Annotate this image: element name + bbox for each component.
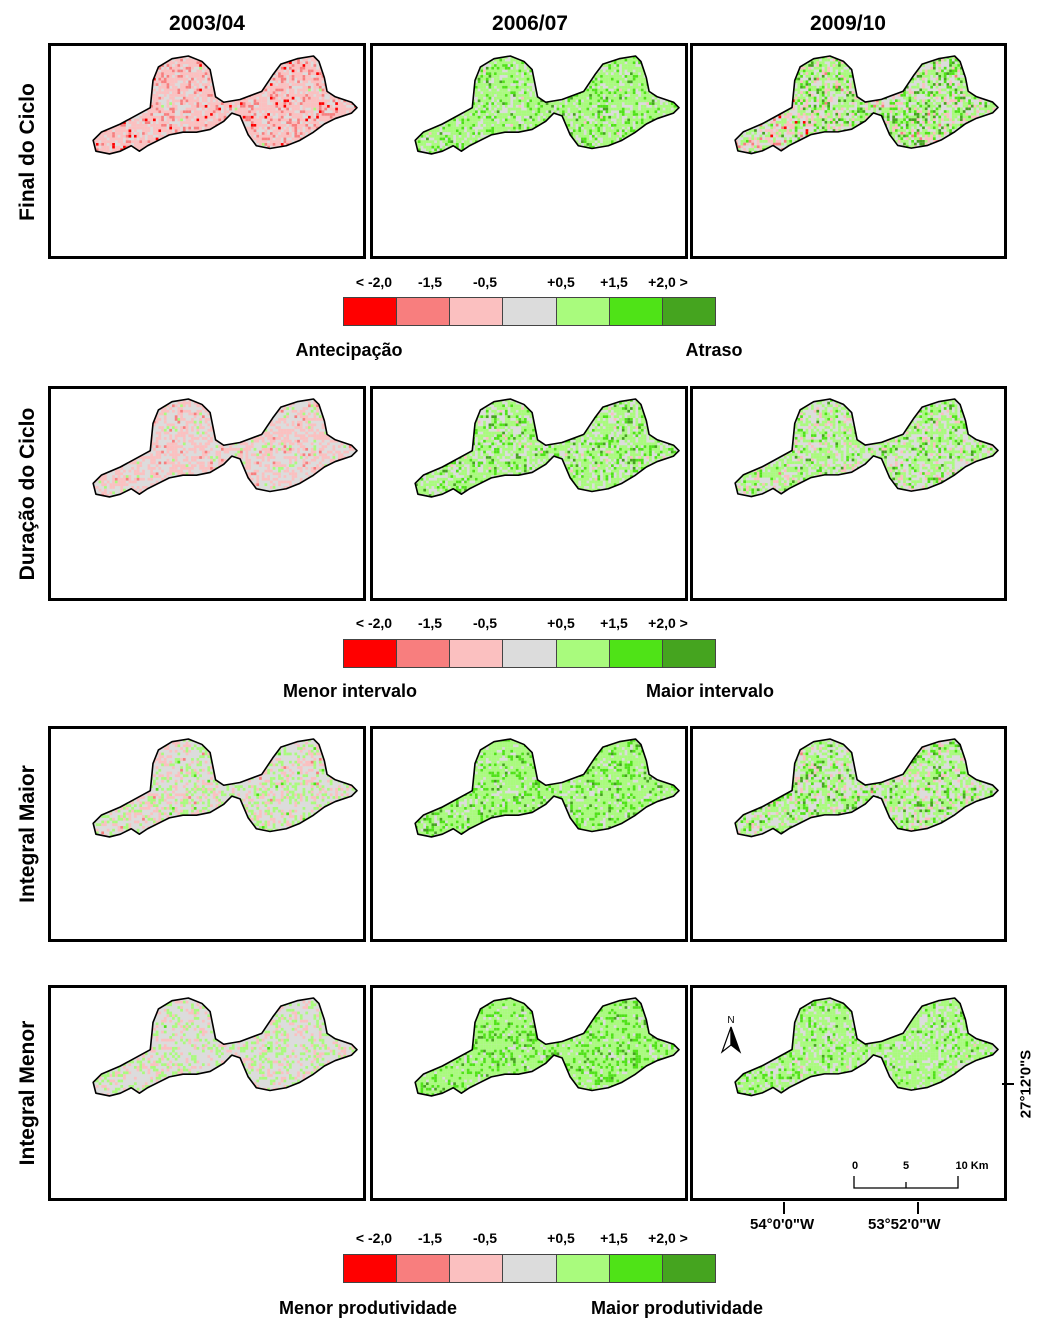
legend-tick: < -2,0 — [356, 274, 392, 290]
legend-tick: +2,0 > — [648, 1230, 688, 1246]
longitude-tick-left — [783, 1202, 785, 1214]
longitude-label-left: 54°0'0"W — [750, 1216, 814, 1233]
legend-swatch — [344, 640, 398, 667]
legend-swatch — [344, 298, 398, 325]
legend-3-left-caption: Menor produtividade — [279, 1298, 457, 1319]
legend-swatch — [556, 1255, 610, 1282]
longitude-tick-right — [917, 1202, 919, 1214]
legend-tick: +0,5 — [547, 615, 575, 631]
latitude-tick — [1002, 1083, 1014, 1085]
map-panel — [690, 726, 1007, 942]
legend-tick: -1,5 — [418, 1230, 442, 1246]
legend-swatch — [662, 640, 715, 667]
legend-swatch — [397, 640, 451, 667]
legend-3-color-bar — [343, 1254, 716, 1283]
legend-tick: +2,0 > — [648, 615, 688, 631]
legend-swatch — [450, 1255, 504, 1282]
legend-tick: +2,0 > — [648, 274, 688, 290]
legend-tick: -1,5 — [418, 615, 442, 631]
map-panel — [48, 985, 366, 1201]
legend-3-right-caption: Maior produtividade — [591, 1298, 763, 1319]
legend-swatch — [662, 1255, 715, 1282]
legend-tick: +1,5 — [600, 274, 628, 290]
legend-swatch — [503, 298, 557, 325]
scale-label-10: 10 Km — [955, 1160, 988, 1172]
row-label-text: Final do Ciclo — [16, 83, 40, 221]
map-panel — [370, 726, 688, 942]
map-panel — [48, 726, 366, 942]
row-label-text: Integral Maior — [16, 765, 40, 903]
column-title-2003-04: 2003/04 — [107, 12, 307, 36]
longitude-label-right: 53°52'0"W — [868, 1216, 941, 1233]
map-panel — [690, 386, 1007, 601]
legend-swatch — [503, 640, 557, 667]
legend-tick: -0,5 — [473, 274, 497, 290]
scale-label-5: 5 — [903, 1160, 909, 1172]
map-panel — [48, 386, 366, 601]
legend-swatch — [397, 1255, 451, 1282]
legend-1-color-bar — [343, 297, 716, 326]
legend-tick: < -2,0 — [356, 615, 392, 631]
legend-swatch — [503, 1255, 557, 1282]
legend-swatch — [344, 1255, 398, 1282]
legend-swatch — [609, 298, 663, 325]
legend-swatch — [609, 1255, 663, 1282]
scale-label-0: 0 — [852, 1160, 858, 1172]
row-label-text: Duração do Ciclo — [16, 408, 40, 581]
map-panel — [370, 985, 688, 1201]
scale-bar — [853, 1176, 959, 1189]
legend-tick: +1,5 — [600, 1230, 628, 1246]
legend-tick: +0,5 — [547, 1230, 575, 1246]
map-panel — [370, 43, 688, 259]
legend-swatch — [450, 298, 504, 325]
map-panel — [690, 985, 1007, 1201]
legend-swatch — [662, 298, 715, 325]
legend-1-left-caption: Antecipação — [295, 340, 402, 361]
legend-swatch — [450, 640, 504, 667]
legend-2-left-caption: Menor intervalo — [283, 681, 417, 702]
north-arrow-label: N — [727, 1015, 734, 1026]
legend-tick: +0,5 — [547, 274, 575, 290]
legend-swatch — [609, 640, 663, 667]
legend-swatch — [556, 298, 610, 325]
legend-swatch — [556, 640, 610, 667]
row-label-text: Integral Menor — [16, 1021, 40, 1166]
column-title-2006-07: 2006/07 — [430, 12, 630, 36]
legend-tick: -0,5 — [473, 1230, 497, 1246]
column-title-2009-10: 2009/10 — [748, 12, 948, 36]
map-panel — [690, 43, 1007, 259]
legend-tick: < -2,0 — [356, 1230, 392, 1246]
map-panel — [370, 386, 688, 601]
legend-tick: -1,5 — [418, 274, 442, 290]
map-panel — [48, 43, 366, 259]
legend-2-right-caption: Maior intervalo — [646, 681, 774, 702]
latitude-label-text: 27°12'0"S — [1018, 1050, 1035, 1118]
north-arrow-icon: N — [720, 1015, 742, 1054]
legend-tick: -0,5 — [473, 615, 497, 631]
legend-1-right-caption: Atraso — [685, 340, 742, 361]
legend-tick: +1,5 — [600, 615, 628, 631]
legend-swatch — [397, 298, 451, 325]
legend-2-color-bar — [343, 639, 716, 668]
